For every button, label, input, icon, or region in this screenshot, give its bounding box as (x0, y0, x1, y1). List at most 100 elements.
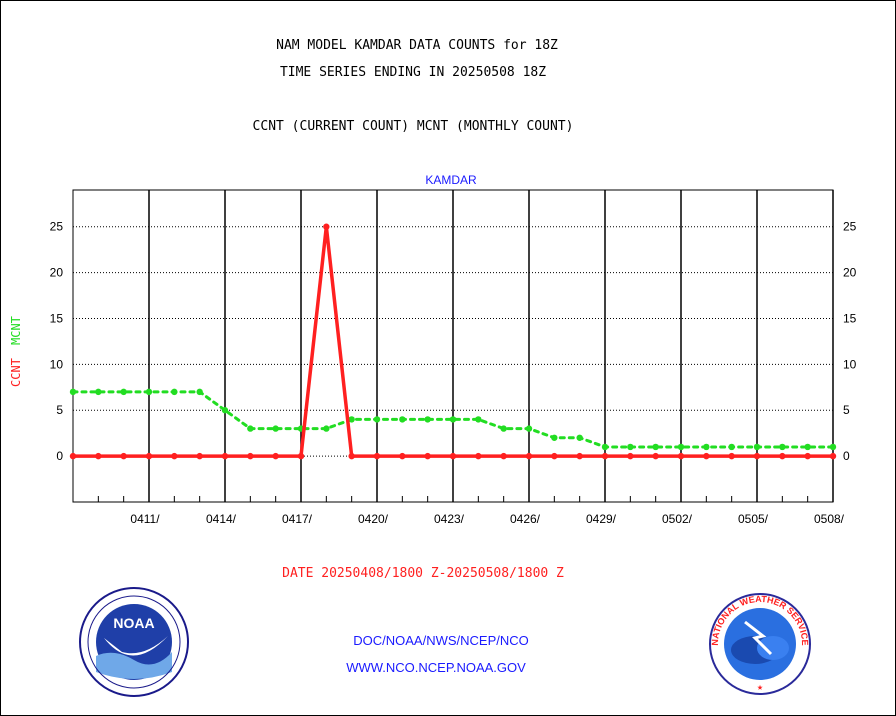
date-range-label: DATE 20250408/1800 Z-20250508/1800 Z (282, 566, 564, 581)
data-point-ccnt (399, 452, 406, 460)
y-tick-label-left: 0 (56, 449, 63, 463)
data-point-mcnt (551, 434, 558, 441)
data-point-mcnt (677, 443, 685, 451)
y-tick-label-left: 10 (50, 357, 64, 371)
data-point-mcnt (196, 388, 203, 396)
data-point-mcnt (753, 443, 761, 451)
data-point-ccnt (120, 452, 127, 460)
x-tick-label: 0414/ (206, 512, 237, 526)
data-point-mcnt (171, 388, 178, 396)
grid (72, 189, 834, 503)
data-point-mcnt (627, 443, 634, 451)
data-point-ccnt (475, 452, 482, 460)
chart-title-line3: CCNT (CURRENT COUNT) MCNT (MONTHLY COUNT… (252, 119, 574, 134)
data-point-mcnt (475, 416, 482, 423)
y-tick-label-right: 10 (843, 357, 857, 371)
data-point-ccnt (677, 452, 685, 460)
data-point-ccnt (779, 452, 786, 460)
tick-labels: 0 0 5 5 10 10 15 15 20 20 25 25 0411/0414/0417/0420/… (50, 220, 857, 526)
data-point-mcnt (323, 425, 330, 432)
data-point-ccnt (829, 452, 837, 460)
y-tick-label-left: 5 (56, 403, 63, 417)
data-point-mcnt (221, 407, 229, 414)
data-point-ccnt (500, 452, 507, 460)
data-point-mcnt (829, 443, 837, 451)
y-tick-label-right: 20 (843, 266, 857, 280)
data-point-ccnt (323, 223, 330, 230)
x-tick-label: 0429/ (586, 512, 617, 526)
data-point-ccnt (272, 452, 279, 460)
data-point-mcnt (576, 434, 583, 441)
data-point-ccnt (69, 452, 77, 460)
data-point-ccnt (145, 452, 153, 460)
data-point-ccnt (753, 452, 761, 460)
data-point-mcnt (703, 443, 710, 451)
data-point-mcnt (804, 443, 811, 451)
y-tick-label-left: 15 (50, 311, 64, 325)
data-point-mcnt (145, 388, 153, 396)
data-point-ccnt (652, 452, 659, 460)
url-link[interactable]: WWW.NCO.NCEP.NOAA.GOV (346, 660, 526, 675)
data-point-mcnt (120, 388, 127, 396)
data-point-ccnt (196, 452, 203, 460)
data-point-ccnt (627, 452, 634, 460)
chart-title-line1: NAM MODEL KAMDAR DATA COUNTS for 18Z (276, 38, 558, 53)
x-tick-label: 0423/ (434, 512, 465, 526)
y-tick-label-right: 25 (843, 220, 857, 234)
y-label-ccnt: CCNT (9, 358, 23, 387)
data-point-ccnt (576, 452, 583, 460)
org-label: DOC/NOAA/NWS/NCEP/NCO (353, 633, 529, 648)
y-tick-label-right: 5 (843, 403, 850, 417)
data-point-ccnt (601, 452, 609, 460)
noaa-logo-icon: NOAA (79, 587, 189, 697)
data-point-mcnt (399, 416, 406, 423)
data-point-ccnt (297, 452, 305, 460)
chart-title-line2: TIME SERIES ENDING IN 20250508 18Z (279, 65, 547, 80)
data-point-ccnt (703, 452, 710, 460)
series-layer (69, 223, 837, 460)
y-tick-label-left: 25 (50, 220, 64, 234)
data-point-ccnt (247, 452, 254, 460)
data-point-mcnt (373, 416, 381, 423)
data-point-mcnt (247, 425, 254, 432)
y-tick-label-right: 0 (843, 449, 850, 463)
data-point-mcnt (652, 443, 659, 451)
x-tick-label: 0505/ (738, 512, 769, 526)
data-point-ccnt (348, 452, 355, 460)
nws-logo-icon: NATIONAL WEATHER SERVICE ★ (709, 593, 811, 695)
data-point-mcnt (779, 443, 786, 451)
data-point-mcnt (500, 425, 507, 432)
x-tick-label: 0420/ (358, 512, 389, 526)
data-point-mcnt (728, 443, 735, 451)
data-point-mcnt (424, 416, 431, 423)
data-point-ccnt (171, 452, 178, 460)
y-tick-label-left: 20 (50, 266, 64, 280)
data-point-ccnt (449, 452, 457, 460)
data-point-mcnt (525, 425, 533, 432)
data-point-ccnt (221, 452, 229, 460)
x-tick-label: 0508/ (814, 512, 845, 526)
data-point-mcnt (69, 388, 77, 396)
data-point-ccnt (728, 452, 735, 460)
plot-title: KAMDAR (425, 173, 477, 187)
x-tick-label: 0502/ (662, 512, 693, 526)
data-point-ccnt (95, 452, 102, 460)
x-tick-label: 0426/ (510, 512, 541, 526)
data-point-ccnt (804, 452, 811, 460)
data-point-mcnt (601, 443, 609, 451)
data-point-mcnt (272, 425, 279, 432)
y-label-mcnt: MCNT (9, 316, 23, 345)
svg-text:NOAA: NOAA (113, 615, 154, 631)
data-point-ccnt (424, 452, 431, 460)
data-point-ccnt (551, 452, 558, 460)
data-point-mcnt (95, 388, 102, 396)
data-point-ccnt (373, 452, 381, 460)
y-tick-label-right: 15 (843, 311, 857, 325)
data-point-mcnt (449, 416, 457, 423)
x-tick-label: 0417/ (282, 512, 313, 526)
data-point-mcnt (348, 416, 355, 423)
x-tick-label: 0411/ (130, 512, 160, 526)
svg-text:★: ★ (757, 682, 763, 693)
data-point-ccnt (525, 452, 533, 460)
